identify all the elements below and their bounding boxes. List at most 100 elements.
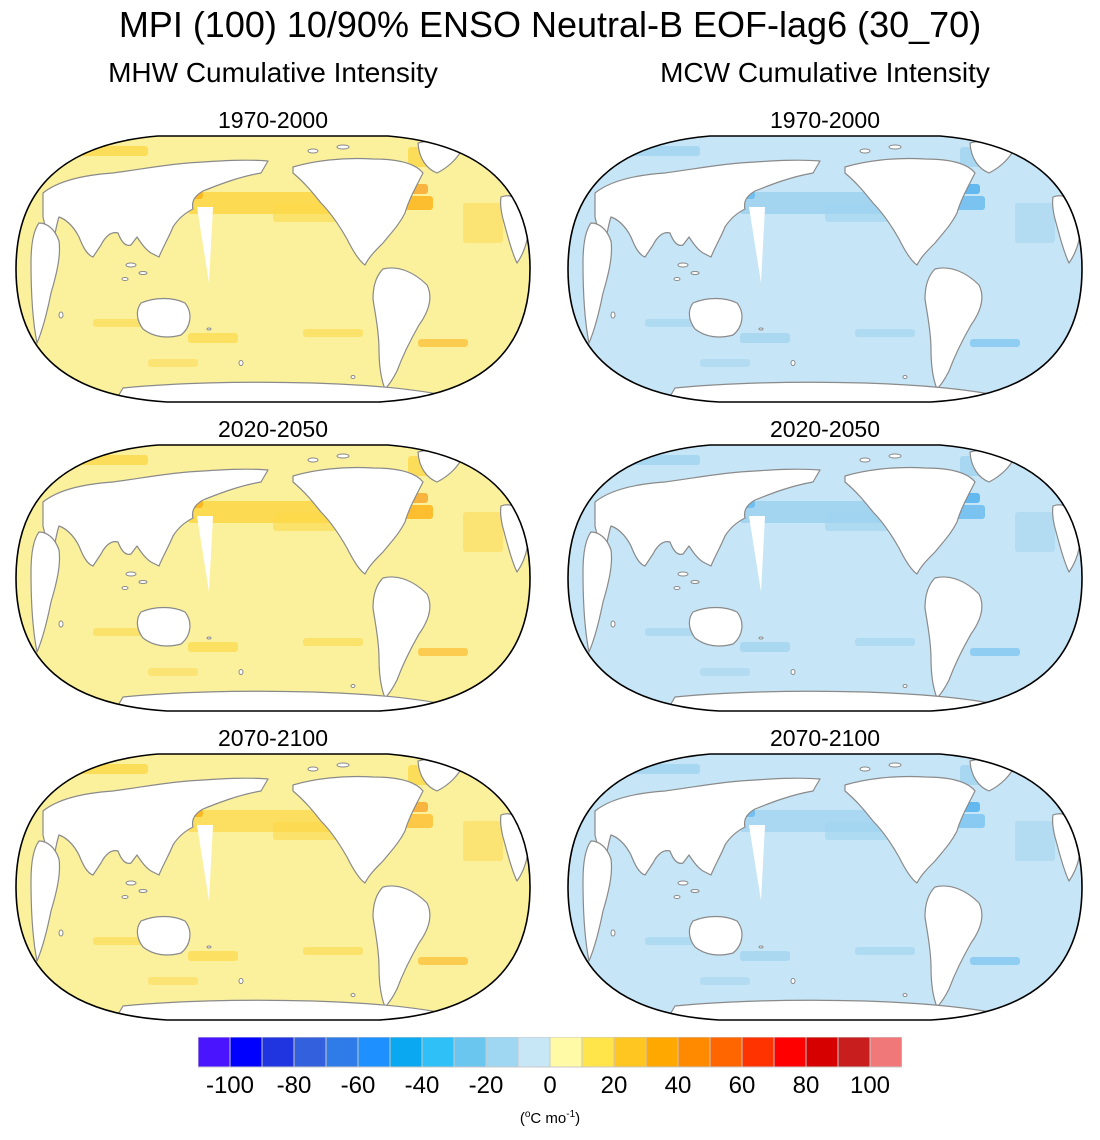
colorbar-units: (oC mo-1) [519, 1109, 581, 1127]
mcw-column-title: MCW Cumulative Intensity [660, 57, 990, 88]
colorbar-tick-label: -40 [404, 1072, 440, 1099]
island [758, 636, 764, 640]
landmass [924, 267, 983, 390]
landmass [372, 885, 431, 1008]
anomaly-patch [700, 668, 750, 676]
anomaly-patch [148, 668, 198, 676]
island [859, 148, 871, 154]
island [673, 586, 681, 590]
landmass [688, 915, 743, 956]
anomaly-patch [148, 359, 198, 367]
colorbar-box [773, 1037, 807, 1068]
anomaly-patch [418, 648, 468, 656]
island [125, 880, 137, 886]
island [790, 978, 796, 984]
mcw-map-2070-2100 [567, 753, 1083, 1021]
landmass [112, 999, 444, 1020]
anomaly-patch [303, 947, 363, 955]
colorbar-tick-label: 60 [728, 1072, 756, 1099]
colorbar-box [421, 1037, 455, 1068]
landmass [924, 885, 983, 1008]
island [888, 762, 902, 768]
colorbar-box [869, 1037, 902, 1068]
anomaly-patch [418, 339, 468, 347]
mcw-panel-title-3: 2070-2100 [770, 725, 880, 751]
landmass [292, 775, 424, 884]
island [350, 375, 356, 379]
island [238, 978, 244, 984]
colorbar-tick-label: -100 [205, 1072, 255, 1099]
anomaly-patch [93, 628, 153, 636]
landmass [688, 606, 743, 647]
map-outline [567, 753, 1083, 1021]
island [125, 571, 137, 577]
landmass [42, 777, 269, 876]
colorbar-box [229, 1037, 263, 1068]
island [610, 311, 616, 319]
landmass [292, 466, 424, 575]
anomaly-patch [463, 821, 503, 861]
island [138, 580, 148, 584]
data-gap [749, 516, 765, 592]
island [58, 620, 64, 628]
landmass [594, 468, 821, 567]
anomaly-patch [740, 951, 790, 961]
anomaly-patch [93, 937, 153, 945]
colorbar-tick-label: 80 [792, 1072, 820, 1099]
data-gap [749, 825, 765, 901]
map-field-group [568, 754, 1082, 1020]
island [307, 766, 319, 772]
colorbar-tick-label: 40 [664, 1072, 692, 1099]
anomaly-patch [970, 957, 1020, 965]
colorbar-box [357, 1037, 391, 1068]
map-field-group [16, 136, 530, 402]
colorbar-box [837, 1037, 871, 1068]
island [690, 271, 700, 275]
island [859, 457, 871, 463]
anomaly-patch [645, 937, 705, 945]
island [677, 571, 689, 577]
island [758, 327, 764, 331]
anomaly-patch [700, 977, 750, 985]
landmass [136, 297, 191, 338]
landmass [372, 267, 431, 390]
map-field-group [16, 754, 530, 1020]
anomaly-patch [463, 512, 503, 552]
colorbar-box [805, 1037, 839, 1068]
colorbar-box [485, 1037, 519, 1068]
ocean-background [568, 445, 1082, 711]
island [902, 684, 908, 688]
landmass [664, 690, 996, 711]
anomaly-patch [1015, 821, 1055, 861]
map-field-group [568, 136, 1082, 402]
island [307, 148, 319, 154]
island [121, 895, 129, 899]
island [121, 586, 129, 590]
colorbar-box [453, 1037, 487, 1068]
island [121, 277, 129, 281]
island [758, 945, 764, 949]
anomaly-patch [740, 333, 790, 343]
mhw-panel-title-2: 2020-2050 [218, 416, 328, 442]
anomaly-patch [645, 628, 705, 636]
island [677, 262, 689, 268]
data-gap [197, 516, 213, 592]
island [888, 453, 902, 459]
ocean-background [568, 136, 1082, 402]
landmass [30, 531, 61, 653]
colorbar-box [741, 1037, 775, 1068]
colorbar-tick-label: -20 [468, 1072, 504, 1099]
island [238, 360, 244, 366]
island [206, 327, 212, 331]
anomaly-patch [93, 319, 153, 327]
landmass [594, 159, 821, 258]
colorbar-tick-label: 100 [849, 1072, 891, 1099]
island [902, 375, 908, 379]
anomaly-patch [700, 359, 750, 367]
island [206, 636, 212, 640]
island [350, 993, 356, 997]
anomaly-patch [148, 977, 198, 985]
landmass [664, 999, 996, 1020]
colorbar [198, 1037, 902, 1068]
colorbar-box [517, 1037, 551, 1068]
